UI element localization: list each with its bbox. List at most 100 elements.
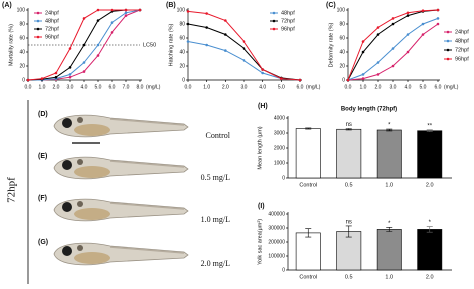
y-tick-label: 60 (19, 35, 25, 41)
y-tick-label: 100000 (268, 253, 285, 259)
error-bar (305, 127, 312, 130)
data-point (261, 71, 264, 75)
data-point (68, 47, 72, 50)
legend-marker (446, 39, 450, 43)
data-point (391, 64, 395, 68)
error-bar (386, 227, 393, 232)
y-tick-label: 20 (339, 63, 345, 69)
x-tick-label: 2.0 (426, 182, 434, 188)
data-point (376, 73, 380, 76)
bar (336, 128, 362, 179)
significance-label: ns (346, 219, 352, 225)
y-tick-label: 1000 (274, 160, 285, 166)
y-axis-label: Mortality rate (%) (8, 24, 14, 66)
y-tick-label: 3000 (274, 130, 285, 136)
significance-label: ns (346, 122, 352, 128)
x-tick-label: 2.0 (426, 274, 434, 280)
bar (376, 129, 402, 179)
data-point (298, 78, 302, 82)
panel-label: (I) (258, 203, 265, 210)
data-point (361, 50, 365, 54)
data-point (54, 71, 58, 75)
legend-label: 72hpf (45, 26, 59, 32)
data-point (186, 22, 190, 26)
series-line (347, 23, 439, 81)
x-tick-label: 3.0 (241, 84, 248, 90)
bar (417, 130, 443, 179)
data-point (224, 33, 227, 36)
panel-label: (F) (38, 195, 47, 202)
significance-label: * (388, 123, 391, 129)
data-point (224, 19, 227, 22)
y-tick-label: 400000 (268, 211, 285, 217)
data-point (376, 61, 380, 64)
data-point (361, 77, 365, 80)
y-tick-label: 80 (339, 21, 345, 27)
data-point (40, 77, 44, 80)
x-tick-label: 1.0 (39, 84, 46, 90)
y-tick-label: 80 (19, 21, 25, 27)
y-tick-label: 20 (19, 63, 25, 69)
y-tick-label: 20 (179, 63, 185, 69)
y-tick-label: 80 (179, 21, 185, 27)
x-tick-label: 2.0 (222, 84, 229, 90)
data-point (406, 11, 410, 15)
data-point (138, 8, 142, 12)
timepoint-label: 72hpf (6, 177, 18, 203)
image-caption: Control (206, 131, 231, 140)
x-tick-label: 8.0 (137, 84, 144, 90)
y-tick-label: 100 (337, 7, 346, 13)
x-tick-label: Control (299, 182, 317, 188)
data-point (96, 19, 100, 22)
chart-title: Body length (72hpf) (341, 107, 397, 113)
y-tick-label: 4000 (274, 115, 285, 121)
legend-label: 24hpf (455, 29, 469, 35)
x-tick-label: 7.0 (123, 84, 130, 90)
error-bar (345, 128, 352, 131)
larva-image (53, 156, 189, 180)
data-point (376, 26, 380, 29)
panel-label: (H) (258, 103, 268, 110)
y-tick-label: 40 (19, 49, 25, 55)
y-tick-label: 0 (22, 77, 25, 83)
y-tick-label: 0 (182, 77, 185, 83)
bar (295, 128, 321, 179)
y-axis-label: Deformity rate (%) (328, 23, 334, 68)
data-point (391, 17, 395, 20)
legend-marker (36, 27, 40, 31)
x-tick-label: 2.0 (375, 84, 382, 90)
x-tick-label: 6.0 (297, 84, 304, 90)
data-point (421, 22, 425, 26)
legend-label: 48hpf (45, 18, 59, 24)
larva-image (53, 198, 189, 222)
data-point (124, 11, 128, 15)
data-point (406, 50, 410, 54)
legend-marker (36, 19, 40, 23)
data-point (205, 26, 208, 29)
data-point (406, 33, 410, 36)
y-tick-label: 40 (339, 49, 345, 55)
panel-label: (A) (2, 2, 12, 9)
x-tick-label: 6.0 (109, 84, 116, 90)
larva-image (53, 114, 189, 138)
data-point (391, 22, 395, 26)
data-point (124, 8, 128, 12)
significance-label: * (388, 221, 391, 227)
data-point (96, 8, 100, 12)
data-point (436, 17, 440, 20)
legend-marker (446, 48, 450, 52)
x-tick-label: 6.0 (435, 84, 442, 90)
image-panel: 72hpf (D) (E) (F) (G) Control 0.5 mg/L 1… (6, 100, 231, 284)
y-axis-label: Yolk sac area(μm²) (257, 219, 263, 265)
data-point (54, 75, 58, 79)
data-point (110, 21, 114, 24)
x-tick-label: 1.0 (385, 182, 393, 188)
panel-label: (D) (38, 111, 48, 118)
x-tick-label: 0.0 (185, 84, 192, 90)
x-tick-label: 0.0 (345, 84, 352, 90)
legend-marker (446, 57, 450, 61)
legend-label: 24hpf (45, 10, 59, 16)
bar (417, 229, 443, 271)
x-tick-label: 0.0 (25, 84, 32, 90)
bar (295, 232, 321, 271)
